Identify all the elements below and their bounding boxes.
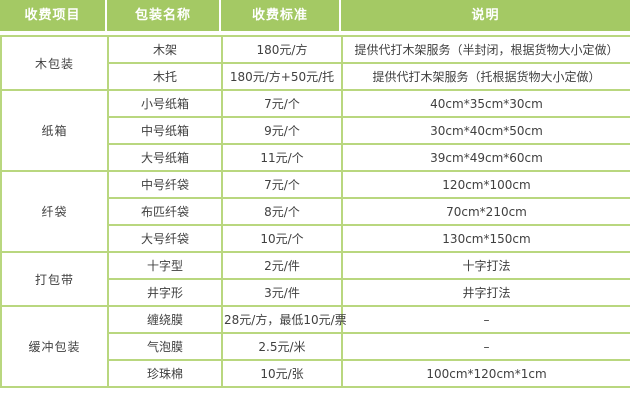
name-cell: 气泡膜	[107, 332, 223, 361]
note-cell: 100cm*120cm*1cm	[341, 359, 630, 388]
price-cell: 8元/个	[221, 197, 343, 226]
header-cell-packing-name: 包装名称	[107, 0, 221, 31]
table-body: 木包装 木架 180元/方 提供代打木架服务（半封闭，根据货物大小定做） 木托 180元/…	[0, 35, 630, 388]
table-row: 珍珠棉 10元/张 100cm*120cm*1cm	[1, 359, 630, 388]
name-cell: 大号纤袋	[107, 224, 223, 253]
price-cell: 7元/个	[221, 170, 343, 199]
note-cell: 提供代打木架服务（托根据货物大小定做）	[341, 62, 630, 91]
table-row: 大号纤袋 10元/个 130cm*150cm	[1, 224, 630, 253]
packing-fee-table: 木包装 木架 180元/方 提供代打木架服务（半封闭，根据货物大小定做） 木托 180元/…	[0, 35, 630, 388]
note-cell: 120cm*100cm	[341, 170, 630, 199]
price-cell: 3元/件	[221, 278, 343, 307]
price-cell: 2.5元/米	[221, 332, 343, 361]
price-cell: 180元/方+50元/托	[221, 62, 343, 91]
name-cell: 中号纤袋	[107, 170, 223, 199]
table-row: 缓冲包装 缠绕膜 28元/方，最低10元/票 –	[0, 305, 630, 388]
note-cell: 70cm*210cm	[341, 197, 630, 226]
price-cell: 180元/方	[221, 35, 343, 64]
note-cell: 40cm*35cm*30cm	[341, 89, 630, 118]
price-cell: 9元/个	[221, 116, 343, 145]
category-cell: 缓冲包装	[0, 305, 109, 388]
name-cell: 缠绕膜	[107, 305, 223, 334]
note-cell: 39cm*49cm*60cm	[341, 143, 630, 172]
header-cell-fee-item: 收费项目	[0, 0, 107, 31]
table-row: 大号纸箱 11元/个 39cm*49cm*60cm	[1, 143, 630, 172]
price-cell: 10元/个	[221, 224, 343, 253]
category-cell: 木包装	[0, 35, 109, 91]
table-row: 井字形 3元/件 井字打法	[1, 278, 630, 307]
name-cell: 井字形	[107, 278, 223, 307]
name-cell: 珍珠棉	[107, 359, 223, 388]
table-row: 布匹纤袋 8元/个 70cm*210cm	[1, 197, 630, 226]
name-cell: 布匹纤袋	[107, 197, 223, 226]
name-cell: 木架	[107, 35, 223, 64]
name-cell: 小号纸箱	[107, 89, 223, 118]
name-cell: 木托	[107, 62, 223, 91]
table-row: 气泡膜 2.5元/米 –	[1, 332, 630, 361]
note-cell: 30cm*40cm*50cm	[341, 116, 630, 145]
name-cell: 中号纸箱	[107, 116, 223, 145]
price-cell: 11元/个	[221, 143, 343, 172]
price-cell: 2元/件	[221, 251, 343, 280]
price-cell: 7元/个	[221, 89, 343, 118]
note-cell: 130cm*150cm	[341, 224, 630, 253]
table-header-row: 收费项目 包装名称 收费标准 说明	[0, 0, 630, 31]
table-row: 纸箱 小号纸箱 7元/个 40cm*35cm*30cm	[0, 89, 630, 172]
note-cell: 提供代打木架服务（半封闭，根据货物大小定做）	[341, 35, 630, 64]
table-row: 木包装 木架 180元/方 提供代打木架服务（半封闭，根据货物大小定做）	[0, 35, 630, 91]
note-cell: –	[341, 305, 630, 334]
name-cell: 十字型	[107, 251, 223, 280]
header-cell-description: 说明	[341, 0, 630, 31]
category-cell: 纸箱	[0, 89, 109, 172]
note-cell: –	[341, 332, 630, 361]
category-cell: 打包带	[0, 251, 109, 307]
note-cell: 井字打法	[341, 278, 630, 307]
header-cell-fee-standard: 收费标准	[221, 0, 341, 31]
price-cell: 28元/方，最低10元/票	[221, 305, 347, 334]
price-cell: 10元/张	[221, 359, 343, 388]
table-row: 打包带 十字型 2元/件 十字打法	[0, 251, 630, 307]
name-cell: 大号纸箱	[107, 143, 223, 172]
category-cell: 纤袋	[0, 170, 109, 253]
table-row: 纤袋 中号纤袋 7元/个 120cm*100cm	[0, 170, 630, 253]
table-row: 中号纸箱 9元/个 30cm*40cm*50cm	[1, 116, 630, 145]
note-cell: 十字打法	[341, 251, 630, 280]
